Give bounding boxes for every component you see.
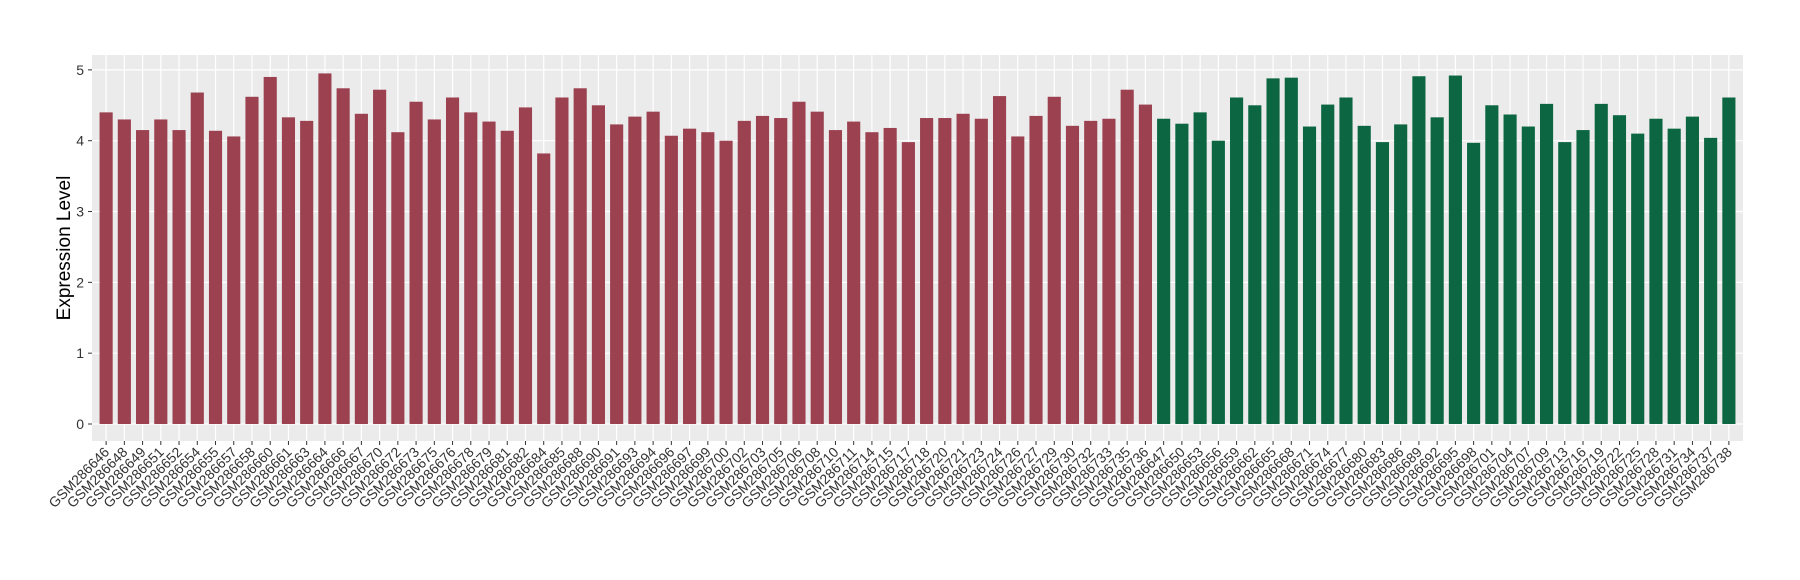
bar bbox=[518, 107, 533, 425]
bar bbox=[1248, 105, 1262, 425]
bar bbox=[427, 119, 441, 425]
bar bbox=[1430, 117, 1444, 425]
bar bbox=[336, 88, 350, 425]
bar bbox=[1448, 75, 1462, 425]
bar bbox=[1193, 112, 1207, 425]
bar bbox=[464, 112, 478, 425]
bar bbox=[792, 101, 806, 425]
bar bbox=[354, 113, 368, 425]
bar bbox=[1029, 115, 1043, 425]
bar bbox=[172, 130, 186, 425]
bar bbox=[883, 127, 897, 425]
bar bbox=[1467, 142, 1481, 425]
bar bbox=[500, 130, 514, 425]
bar bbox=[1631, 133, 1645, 425]
bar bbox=[683, 128, 697, 425]
bar bbox=[1375, 142, 1390, 425]
y-tick-label: 2 bbox=[76, 274, 84, 290]
bar bbox=[610, 124, 624, 425]
bar bbox=[1394, 124, 1408, 425]
bar bbox=[1667, 128, 1681, 425]
y-tick-label: 1 bbox=[76, 345, 84, 361]
bar bbox=[1138, 104, 1152, 425]
bar bbox=[1685, 116, 1699, 425]
bar bbox=[99, 112, 113, 425]
bar bbox=[227, 136, 241, 425]
bar bbox=[537, 153, 551, 425]
bar bbox=[974, 118, 988, 425]
bar bbox=[810, 111, 824, 425]
bar bbox=[373, 89, 387, 425]
bar bbox=[1102, 118, 1116, 425]
bar bbox=[1065, 125, 1080, 425]
bar bbox=[664, 135, 678, 425]
bar bbox=[646, 111, 660, 425]
bar bbox=[136, 130, 150, 425]
bar bbox=[865, 132, 879, 425]
bar bbox=[482, 121, 496, 425]
bar bbox=[774, 118, 788, 425]
bar bbox=[1722, 97, 1736, 425]
bar bbox=[1175, 123, 1189, 425]
bar bbox=[154, 119, 168, 425]
bar bbox=[409, 101, 423, 425]
bar bbox=[920, 118, 934, 425]
bar bbox=[391, 132, 405, 425]
bar bbox=[1284, 77, 1298, 425]
bar bbox=[555, 97, 569, 425]
y-tick-label: 4 bbox=[76, 133, 84, 149]
y-tick-label: 0 bbox=[76, 416, 84, 432]
bar bbox=[992, 96, 1007, 425]
bar bbox=[117, 119, 131, 425]
bar bbox=[1321, 104, 1335, 425]
bar bbox=[1539, 103, 1554, 425]
bar bbox=[1084, 120, 1098, 425]
bar bbox=[1576, 130, 1590, 425]
bar bbox=[1558, 142, 1572, 425]
bar bbox=[847, 121, 861, 425]
bar bbox=[445, 97, 460, 425]
y-tick-label: 3 bbox=[76, 204, 84, 220]
bar bbox=[573, 88, 587, 425]
bar bbox=[1230, 97, 1244, 425]
bar bbox=[208, 130, 223, 425]
y-tick-label: 5 bbox=[76, 62, 84, 78]
bar bbox=[628, 116, 642, 425]
bar bbox=[300, 120, 314, 425]
bar bbox=[1211, 140, 1225, 425]
bar bbox=[701, 132, 715, 425]
bar bbox=[938, 118, 952, 425]
bar bbox=[1612, 115, 1627, 425]
bar bbox=[245, 96, 259, 425]
bar bbox=[1521, 126, 1535, 425]
bar bbox=[1357, 125, 1371, 425]
bar bbox=[956, 113, 970, 425]
y-axis-label: Expression Level bbox=[54, 176, 75, 321]
bar bbox=[1412, 76, 1426, 425]
bar bbox=[1339, 97, 1353, 425]
bar bbox=[719, 140, 733, 425]
bar bbox=[1649, 118, 1663, 425]
bar bbox=[1011, 136, 1025, 425]
bar bbox=[1503, 114, 1517, 425]
bar bbox=[828, 130, 843, 425]
bar bbox=[1047, 96, 1061, 425]
bar bbox=[281, 117, 296, 425]
bar bbox=[318, 73, 332, 425]
bar bbox=[901, 142, 915, 425]
bar bbox=[1594, 103, 1608, 425]
bar bbox=[1120, 89, 1134, 425]
bar bbox=[1302, 126, 1317, 425]
bar bbox=[755, 115, 770, 425]
bar bbox=[263, 76, 277, 425]
bar bbox=[1157, 118, 1171, 425]
bar bbox=[1704, 137, 1718, 425]
bar bbox=[737, 120, 751, 425]
bar bbox=[190, 92, 204, 425]
bar bbox=[591, 105, 605, 425]
bar bbox=[1485, 105, 1499, 425]
bar bbox=[1266, 78, 1280, 425]
